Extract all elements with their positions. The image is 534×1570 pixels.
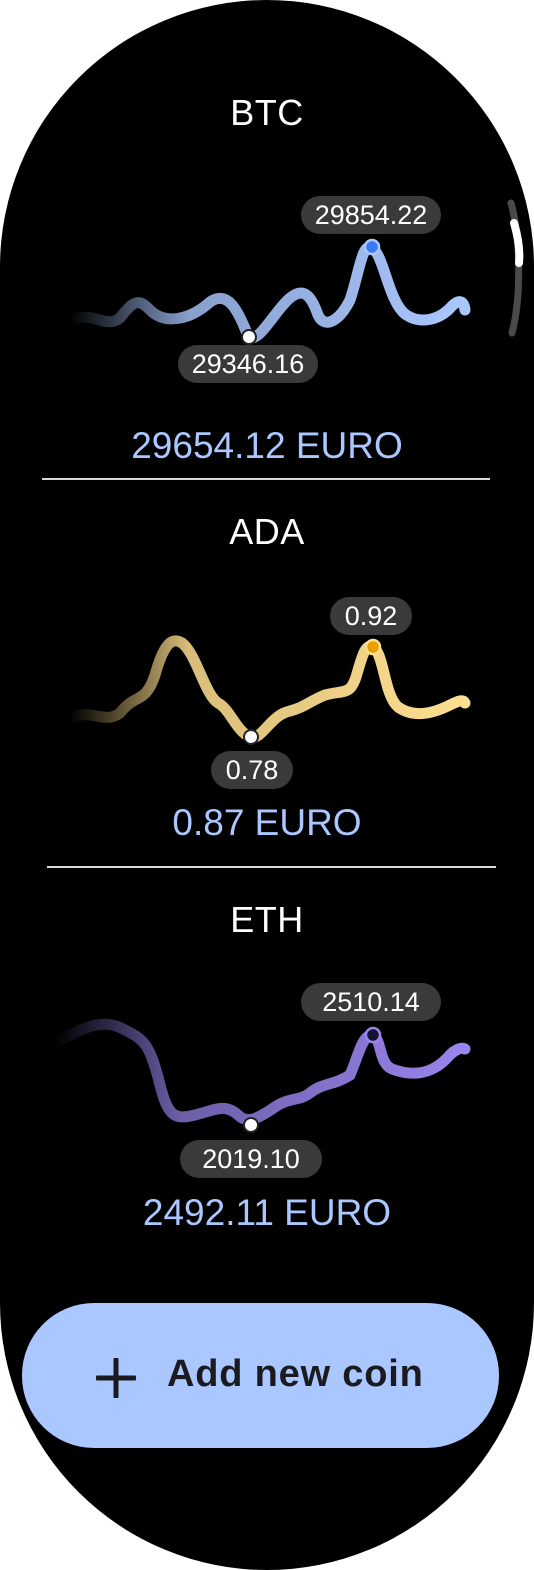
ada-low-marker — [243, 729, 259, 745]
scrollbar[interactable] — [500, 195, 530, 340]
eth-price-line — [49, 1018, 471, 1125]
btc-price-chart[interactable]: 29854.22 29346.16 — [0, 190, 534, 390]
divider — [47, 866, 496, 868]
divider — [42, 478, 490, 480]
ada-current-price: 0.87 EURO — [172, 802, 362, 843]
coin-symbol-eth: ETH — [230, 899, 304, 940]
eth-high-label: 2510.14 — [322, 987, 420, 1017]
eth-low-label: 2019.10 — [202, 1144, 300, 1174]
ada-high-marker — [364, 638, 382, 656]
btc-high-marker — [363, 238, 381, 256]
eth-low-pill — [180, 1140, 322, 1178]
btc-high-label: 29854.22 — [315, 200, 428, 230]
eth-high-pill — [301, 983, 441, 1021]
btc-price-line — [64, 241, 471, 344]
add-new-coin-label: Add new coin — [167, 1353, 424, 1395]
add-new-coin-button[interactable]: Add new coin — [22, 1303, 499, 1448]
btc-low-label: 29346.16 — [192, 349, 305, 379]
btc-low-marker — [241, 329, 257, 345]
ada-price-chart[interactable]: 0.92 0.78 — [0, 595, 534, 795]
ada-low-pill — [211, 751, 293, 789]
btc-current-price: 29654.12 EURO — [131, 425, 403, 466]
eth-high-marker — [364, 1026, 382, 1044]
ada-high-label: 0.92 — [345, 601, 398, 631]
eth-current-price: 2492.11 EURO — [142, 1192, 392, 1233]
eth-price-chart[interactable]: 2510.14 2019.10 — [0, 983, 534, 1185]
ada-high-pill — [330, 597, 412, 635]
ada-low-label: 0.78 — [226, 755, 279, 785]
ada-price-line — [64, 635, 471, 743]
coin-symbol-btc: BTC — [230, 92, 304, 133]
eth-low-marker — [243, 1117, 259, 1133]
btc-high-pill — [301, 196, 441, 234]
coin-symbol-ada: ADA — [229, 511, 305, 552]
plus-icon — [96, 1358, 136, 1398]
btc-low-pill — [178, 345, 318, 383]
